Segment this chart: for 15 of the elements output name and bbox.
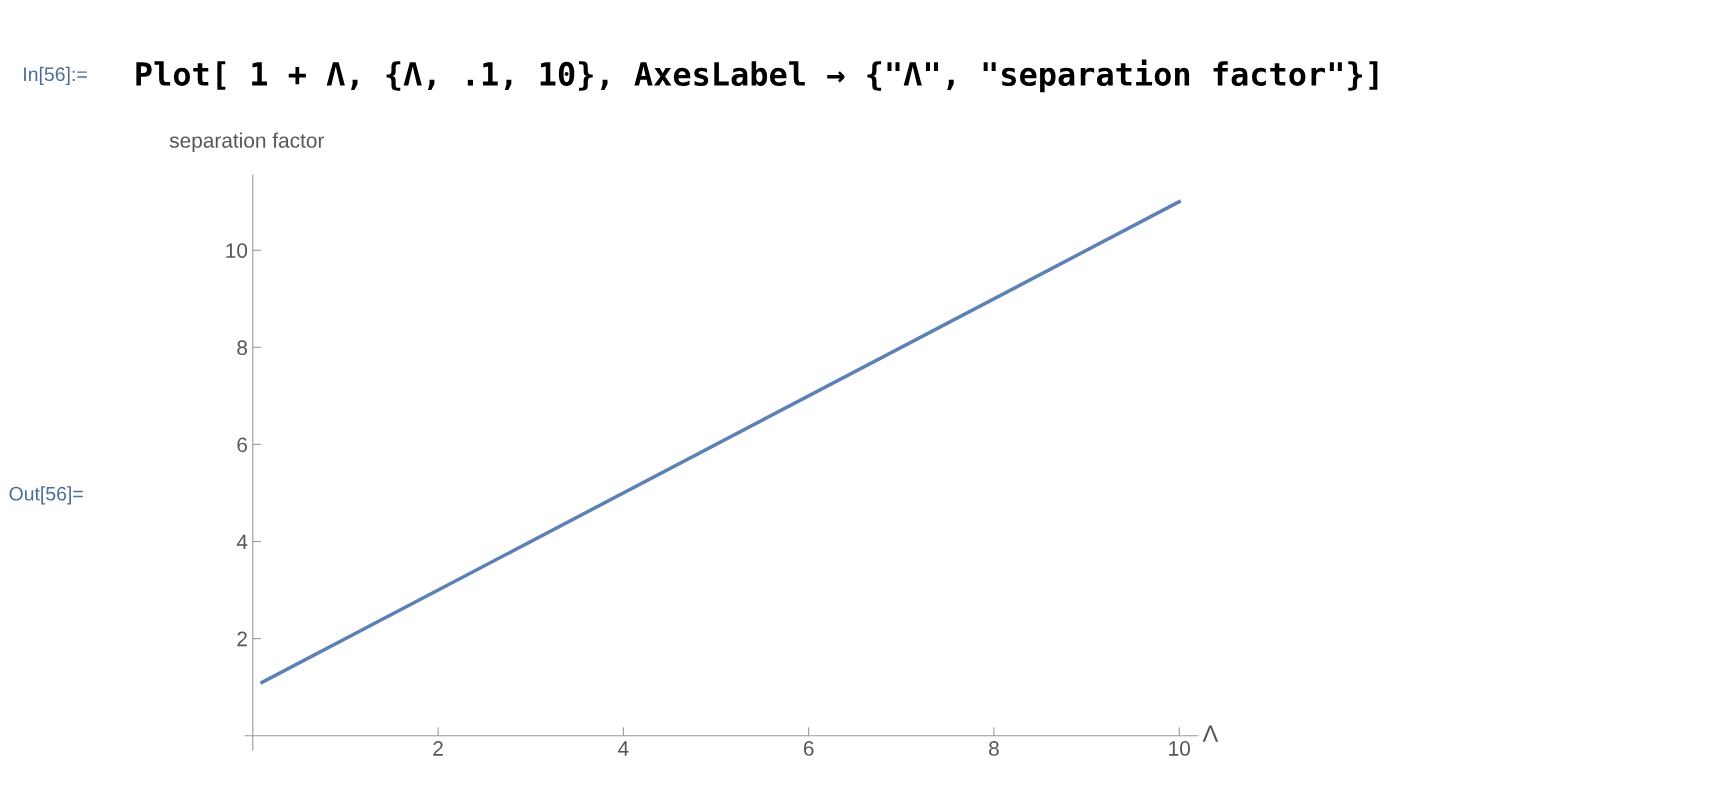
x-tick-label: 4 <box>618 741 629 756</box>
x-tick-label: 6 <box>803 741 814 756</box>
y-tick-label: 8 <box>237 340 248 356</box>
text: Plot[ 1 + Λ, {Λ, .1, 10}, AxesLabel → {"Λ", "separation factor"}] <box>136 59 1378 93</box>
text: In[56]:= <box>24 66 87 85</box>
x-tick-label: 10 <box>1169 741 1191 756</box>
y-tick-label: 10 <box>226 243 248 258</box>
y-axis-title: separation factor <box>169 132 325 152</box>
x-axis-title: Λ <box>1202 725 1219 742</box>
x-tick-label: 2 <box>433 741 443 756</box>
x-tick-label: 8 <box>989 741 999 756</box>
y-tick-label: 6 <box>237 437 248 453</box>
y-tick-label: 2 <box>237 631 247 647</box>
y-tick-label: 4 <box>236 534 248 550</box>
text: Out[56]= <box>9 486 83 505</box>
